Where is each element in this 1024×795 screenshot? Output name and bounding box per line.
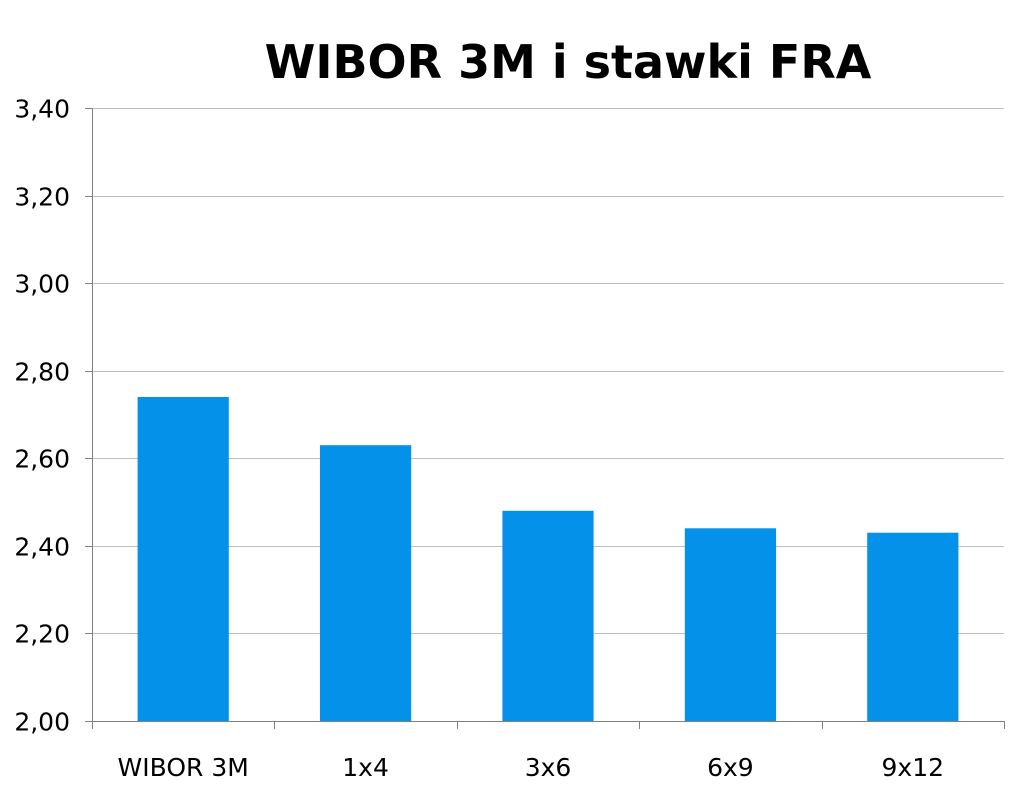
- y-tick-label: 2,00: [14, 708, 70, 737]
- y-tick-label: 2,80: [14, 358, 70, 387]
- x-category-label: WIBOR 3M: [118, 753, 249, 782]
- axes: [85, 108, 1005, 729]
- chart-title: WIBOR 3M i stawki FRA: [265, 35, 872, 89]
- bars: [137, 397, 959, 721]
- x-category-label: 9x12: [882, 753, 945, 782]
- y-tick-label: 3,40: [14, 95, 70, 124]
- bar: [320, 445, 412, 721]
- y-tick-label: 3,00: [14, 270, 70, 299]
- bar: [867, 532, 959, 721]
- x-category-label: 3x6: [525, 753, 572, 782]
- y-tick-labels: 2,00 2,20 2,40 2,60 2,80 3,00 3,20 3,40: [14, 95, 70, 737]
- x-category-label: 1x4: [342, 753, 389, 782]
- bar: [684, 528, 776, 721]
- bar: [137, 397, 229, 721]
- bar: [502, 510, 594, 721]
- y-tick-label: 2,60: [14, 445, 70, 474]
- y-tick-label: 3,20: [14, 183, 70, 212]
- y-tick-label: 2,40: [14, 533, 70, 562]
- x-category-labels: WIBOR 3M 1x4 3x6 6x9 9x12: [118, 753, 944, 782]
- x-category-label: 6x9: [707, 753, 754, 782]
- gridlines: [92, 108, 1004, 634]
- y-tick-label: 2,20: [14, 620, 70, 649]
